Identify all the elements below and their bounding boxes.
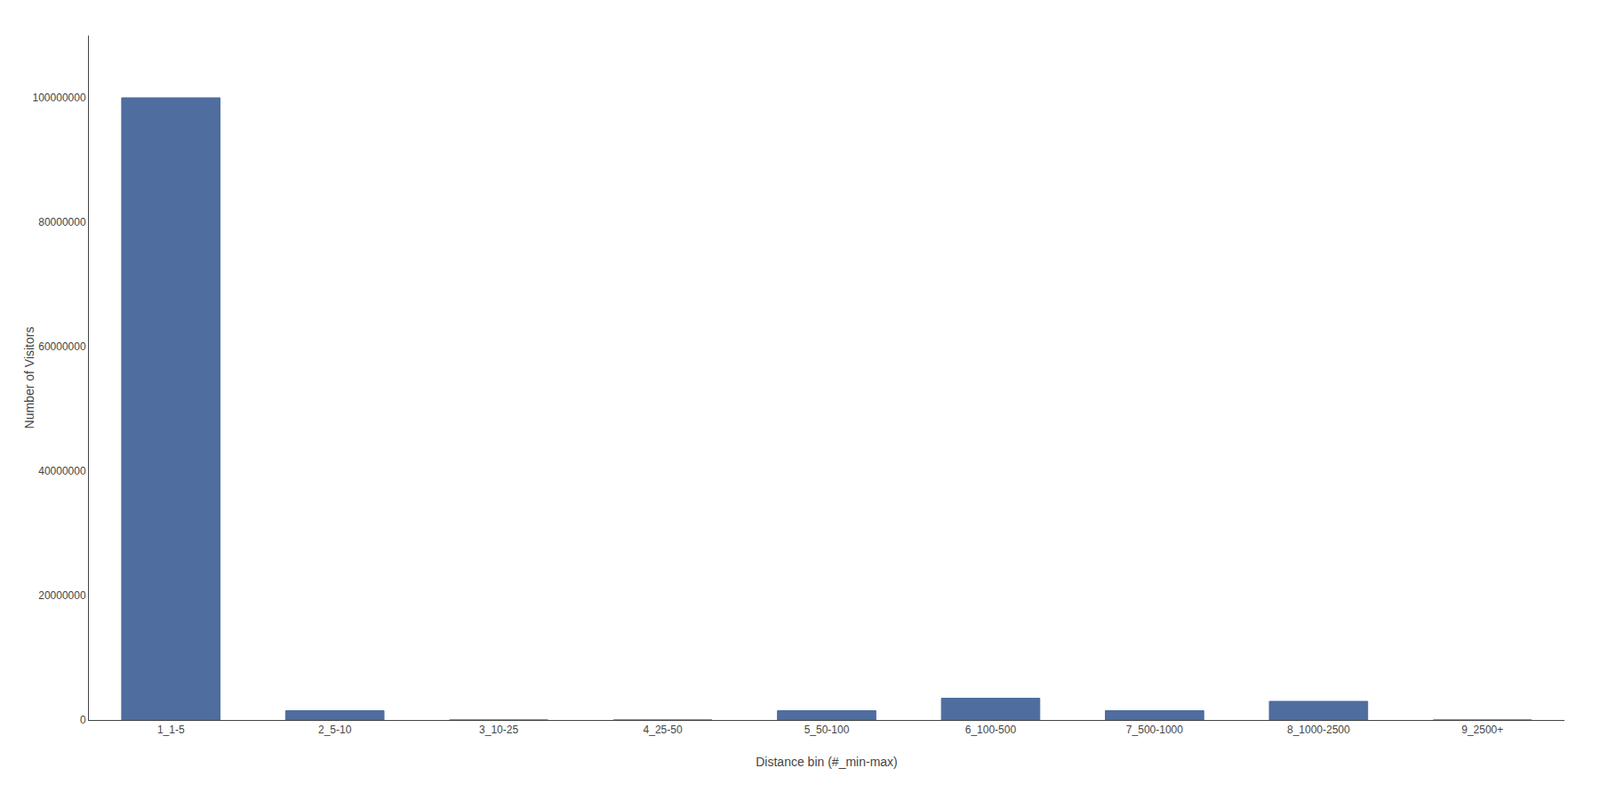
svg-text:8_1000-2500: 8_1000-2500 (1287, 723, 1351, 736)
svg-text:Distance bin (#_min-max): Distance bin (#_min-max) (755, 754, 898, 769)
svg-text:6_100-500: 6_100-500 (965, 723, 1017, 736)
svg-text:40000000: 40000000 (38, 464, 87, 478)
svg-text:100000000: 100000000 (32, 91, 87, 104)
svg-text:0: 0 (80, 713, 87, 727)
svg-text:3_10-25: 3_10-25 (479, 723, 519, 736)
svg-text:9_2500+: 9_2500+ (1461, 723, 1504, 736)
svg-text:4_25-50: 4_25-50 (643, 723, 683, 736)
svg-text:5_50-100: 5_50-100 (804, 723, 850, 736)
svg-text:Number of Visitors: Number of Visitors (22, 327, 37, 430)
svg-text:80000000: 80000000 (38, 216, 87, 229)
svg-text:2_5-10: 2_5-10 (318, 723, 352, 736)
svg-text:60000000: 60000000 (38, 340, 87, 353)
svg-text:7_500-1000: 7_500-1000 (1126, 723, 1184, 736)
svg-text:20000000: 20000000 (38, 589, 87, 602)
svg-text:1_1-5: 1_1-5 (157, 723, 185, 736)
